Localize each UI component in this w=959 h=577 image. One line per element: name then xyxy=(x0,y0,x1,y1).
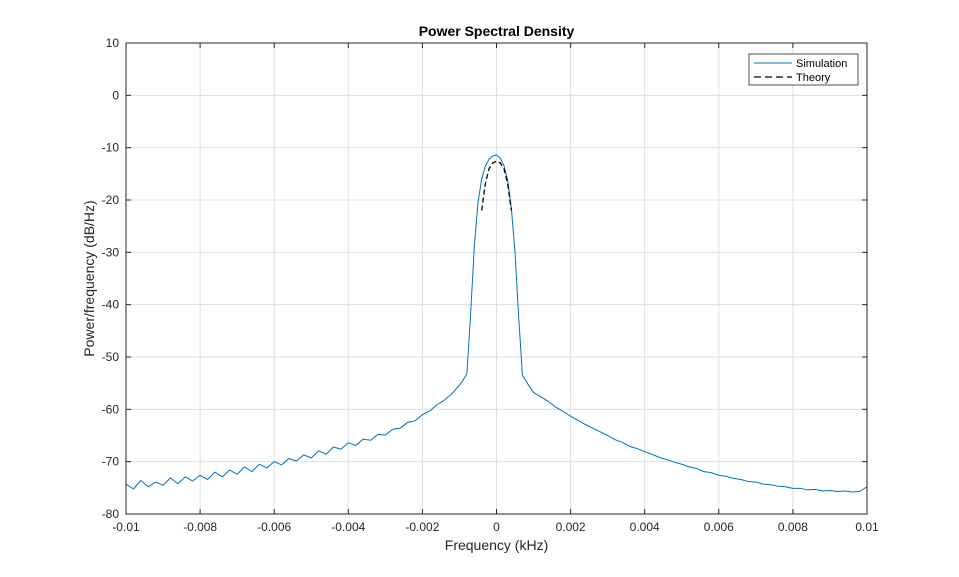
y-tick-label: -60 xyxy=(102,402,120,416)
y-tick-label: -70 xyxy=(102,455,120,469)
y-tick-label: -40 xyxy=(102,298,120,312)
x-tick-label: -0.008 xyxy=(183,520,217,534)
x-tick-label: 0.006 xyxy=(704,520,734,534)
y-tick-label: -10 xyxy=(102,141,120,155)
chart-title: Power Spectral Density xyxy=(419,23,575,39)
series-layer xyxy=(125,154,868,493)
x-tick-label: 0.01 xyxy=(855,520,879,534)
x-tick-labels: -0.01 -0.008 -0.006 -0.004 -0.002 0 0.002 0.004… xyxy=(112,520,879,534)
legend-entry-simulation: Simulation xyxy=(796,58,847,70)
y-tick-labels: 10 0 -10 -20 -30 -40 -50 -60 -70 -80 xyxy=(102,36,120,521)
x-tick-label: -0.006 xyxy=(257,520,291,534)
series-line-simulation xyxy=(125,154,868,493)
y-tick-label: -50 xyxy=(102,350,120,364)
y-tick-label: 0 xyxy=(112,88,119,102)
legend: Simulation Theory xyxy=(748,53,859,86)
x-tick-label: 0.002 xyxy=(556,520,586,534)
y-tick-label: -30 xyxy=(102,245,120,259)
y-tick-label: -80 xyxy=(102,507,120,521)
y-tick-label: 10 xyxy=(106,36,120,50)
y-tick-label: -20 xyxy=(102,193,120,207)
x-tick-label: 0.004 xyxy=(630,520,660,534)
x-tick-label: 0 xyxy=(493,520,500,534)
series-line-theory xyxy=(481,160,512,211)
x-tick-label: -0.004 xyxy=(331,520,365,534)
legend-entry-theory: Theory xyxy=(796,72,831,84)
x-tick-label: 0.008 xyxy=(778,520,808,534)
ticks xyxy=(125,42,868,515)
x-tick-label: -0.002 xyxy=(405,520,439,534)
legend-box xyxy=(748,53,859,86)
y-axis-label: Power/frequency (dB/Hz) xyxy=(81,200,97,356)
x-tick-label: -0.01 xyxy=(112,520,140,534)
x-axis-label: Frequency (kHz) xyxy=(445,537,548,553)
